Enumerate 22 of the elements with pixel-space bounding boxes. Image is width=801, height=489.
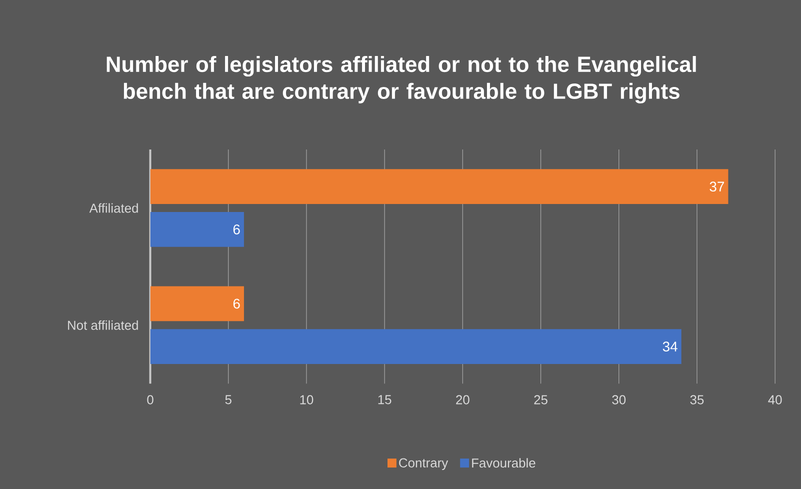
x-tick-label: 15 [378, 395, 392, 404]
bar [150, 212, 244, 247]
x-tick-label: 35 [690, 395, 704, 404]
x-tick-label: 5 [225, 395, 232, 404]
x-tick-label: 0 [147, 395, 154, 404]
x-tick-label: 20 [456, 395, 470, 404]
data-label: 37 [710, 182, 724, 192]
x-tick-label: 30 [612, 395, 626, 404]
x-tick-label: 25 [534, 395, 548, 404]
x-tick-label: 10 [300, 395, 314, 404]
bar [150, 286, 244, 321]
y-tick-label: Affiliated [89, 203, 138, 213]
x-tick-label: 40 [768, 395, 782, 404]
bar [150, 328, 682, 364]
data-label: 34 [662, 341, 678, 352]
data-label: 6 [233, 224, 240, 234]
y-tick-label: Not affiliated [68, 320, 138, 330]
chart-title: Number of legislators affiliated or not to the Evangelical bench that are contrary or favourable to LGBT rights [106, 56, 696, 104]
data-label: 6 [233, 298, 240, 308]
bar [150, 169, 728, 204]
legend-label: Contrary [399, 458, 448, 470]
legend-label: Favourable [472, 458, 536, 468]
